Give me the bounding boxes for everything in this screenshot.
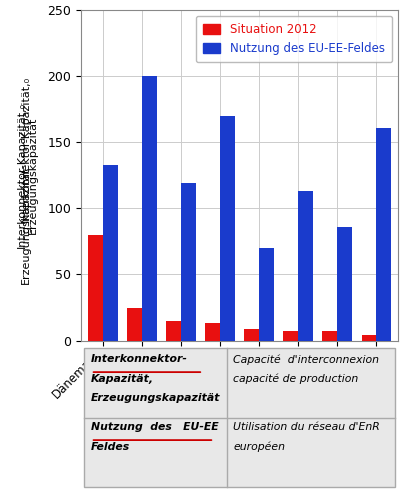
Bar: [220, 116, 234, 340]
Bar: [360, 336, 375, 340]
Text: Erzeugungskapazität: Erzeugungskapazität: [21, 166, 31, 284]
Text: Feldes: Feldes: [90, 442, 130, 452]
Legend: Situation 2012, Nutzung des EU-EE-Feldes: Situation 2012, Nutzung des EU-EE-Feldes: [195, 16, 391, 62]
Bar: [375, 128, 390, 340]
Bar: [102, 164, 117, 340]
Bar: [258, 248, 273, 340]
Text: européen: européen: [232, 442, 284, 452]
Bar: [297, 191, 312, 340]
Bar: [337, 227, 351, 340]
Text: Interkonnektor-Kapazität,₀
Erzeugungskapazität: Interkonnektor-Kapazität,₀ Erzeugungskap…: [17, 102, 38, 249]
Text: Utilisation du réseau d'EnR: Utilisation du réseau d'EnR: [232, 422, 379, 432]
Text: capacité de production: capacité de production: [232, 374, 358, 384]
Text: Nutzung  des   EU-EE: Nutzung des EU-EE: [90, 422, 218, 432]
Text: Capacité  d'interconnexion: Capacité d'interconnexion: [232, 354, 378, 364]
Text: Erzeugungskapazität: Erzeugungskapazität: [90, 393, 220, 403]
Text: Kapazität,: Kapazität,: [90, 374, 153, 384]
Text: Interkonnektor-: Interkonnektor-: [90, 354, 187, 364]
Text: Interkonnektor-Kapazität,₀: Interkonnektor-Kapazität,₀: [21, 76, 31, 222]
Bar: [205, 324, 220, 340]
Bar: [244, 328, 258, 340]
Bar: [283, 332, 297, 340]
Bar: [322, 332, 337, 340]
Bar: [127, 308, 141, 340]
Bar: [141, 76, 156, 340]
Bar: [87, 235, 102, 341]
Bar: [181, 183, 195, 340]
FancyBboxPatch shape: [84, 348, 394, 487]
Bar: [166, 321, 181, 340]
